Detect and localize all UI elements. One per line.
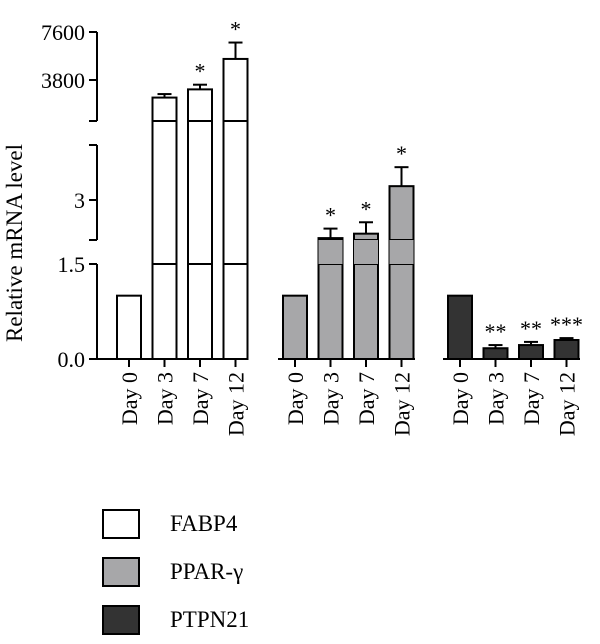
bar-ppar--top xyxy=(388,185,415,242)
legend-item-fabp4: FABP4 xyxy=(102,500,249,548)
legend-swatch-fabp4 xyxy=(102,509,140,539)
x-tick-label: Day 0 xyxy=(448,372,473,425)
bar-gap-fill xyxy=(318,240,343,264)
x-tick-label: Day 3 xyxy=(153,372,178,425)
x-tick-label: Day 0 xyxy=(283,372,308,425)
legend-label-ppar-gamma: PPAR-γ xyxy=(170,559,244,584)
bar-ptpn21 xyxy=(482,347,509,361)
significance-marker: * xyxy=(195,59,206,84)
legend: FABP4 PPAR-γ PTPN21 xyxy=(102,500,249,644)
bar-fabp4 xyxy=(222,263,249,360)
y-tick-label: 3 xyxy=(74,188,85,213)
bar-fabp4-top xyxy=(187,88,213,122)
bar-fabp4-top xyxy=(151,96,178,123)
significance-marker: * xyxy=(325,203,336,228)
significance-marker: * xyxy=(396,141,407,166)
legend-swatch-ptpn21 xyxy=(102,605,140,635)
x-tick-label: Day 3 xyxy=(319,372,344,425)
y-axis: 0.0 1.5 3 3800 7600 xyxy=(41,20,580,372)
legend-item-ptpn21: PTPN21 xyxy=(102,596,249,644)
x-tick-label: Day 12 xyxy=(555,372,580,436)
significance-marker: *** xyxy=(550,312,583,337)
x-tick-label: Day 0 xyxy=(117,372,142,425)
significance-marker: ** xyxy=(485,319,507,344)
bar-fabp4 xyxy=(187,263,213,360)
bar-ppar--top xyxy=(353,232,379,242)
x-tick-label: Day 7 xyxy=(354,372,379,425)
y-tick-label: 7600 xyxy=(41,20,85,45)
x-tick-label: Day 7 xyxy=(188,372,213,425)
bar-ppar- xyxy=(282,294,308,360)
bar-ppar--top xyxy=(317,237,344,242)
x-axis-labels: Day 0 Day 3 Day 7 Day 12 Day 0 Day 3 Day 7 Day … xyxy=(117,359,580,436)
bar-ppar- xyxy=(388,263,415,360)
bar-ptpn21 xyxy=(518,344,544,361)
bar-ppar- xyxy=(317,263,344,360)
x-tick-label: Day 12 xyxy=(390,372,415,436)
significance-marker: ** xyxy=(520,316,542,341)
y-tick-label: 0.0 xyxy=(58,347,86,372)
x-tick-label: Day 3 xyxy=(484,372,509,425)
x-tick-label: Day 12 xyxy=(224,372,249,436)
y-tick-label: 1.5 xyxy=(58,252,86,277)
legend-label-ptpn21: PTPN21 xyxy=(170,607,250,632)
y-tick-label: 3800 xyxy=(41,68,85,93)
bar-gap-fill xyxy=(389,240,414,264)
significance-marker: * xyxy=(230,17,241,42)
legend-swatch-ppar-gamma xyxy=(102,557,140,587)
significance-marker: * xyxy=(361,196,372,221)
bar-fabp4 xyxy=(151,263,178,360)
legend-label-fabp4: FABP4 xyxy=(170,511,238,536)
legend-item-ppar-gamma: PPAR-γ xyxy=(102,548,249,596)
bar-ptpn21 xyxy=(553,339,580,360)
bar-ppar- xyxy=(353,263,379,360)
y-axis-title: Relative mRNA level xyxy=(2,144,27,342)
bar-ptpn21 xyxy=(447,294,473,360)
bar-gap-fill xyxy=(354,240,378,264)
x-tick-label: Day 7 xyxy=(519,372,544,425)
bar-fabp4 xyxy=(116,294,142,360)
bars: *** **** ** *** xyxy=(116,17,583,361)
bar-fabp4-top xyxy=(222,57,249,122)
